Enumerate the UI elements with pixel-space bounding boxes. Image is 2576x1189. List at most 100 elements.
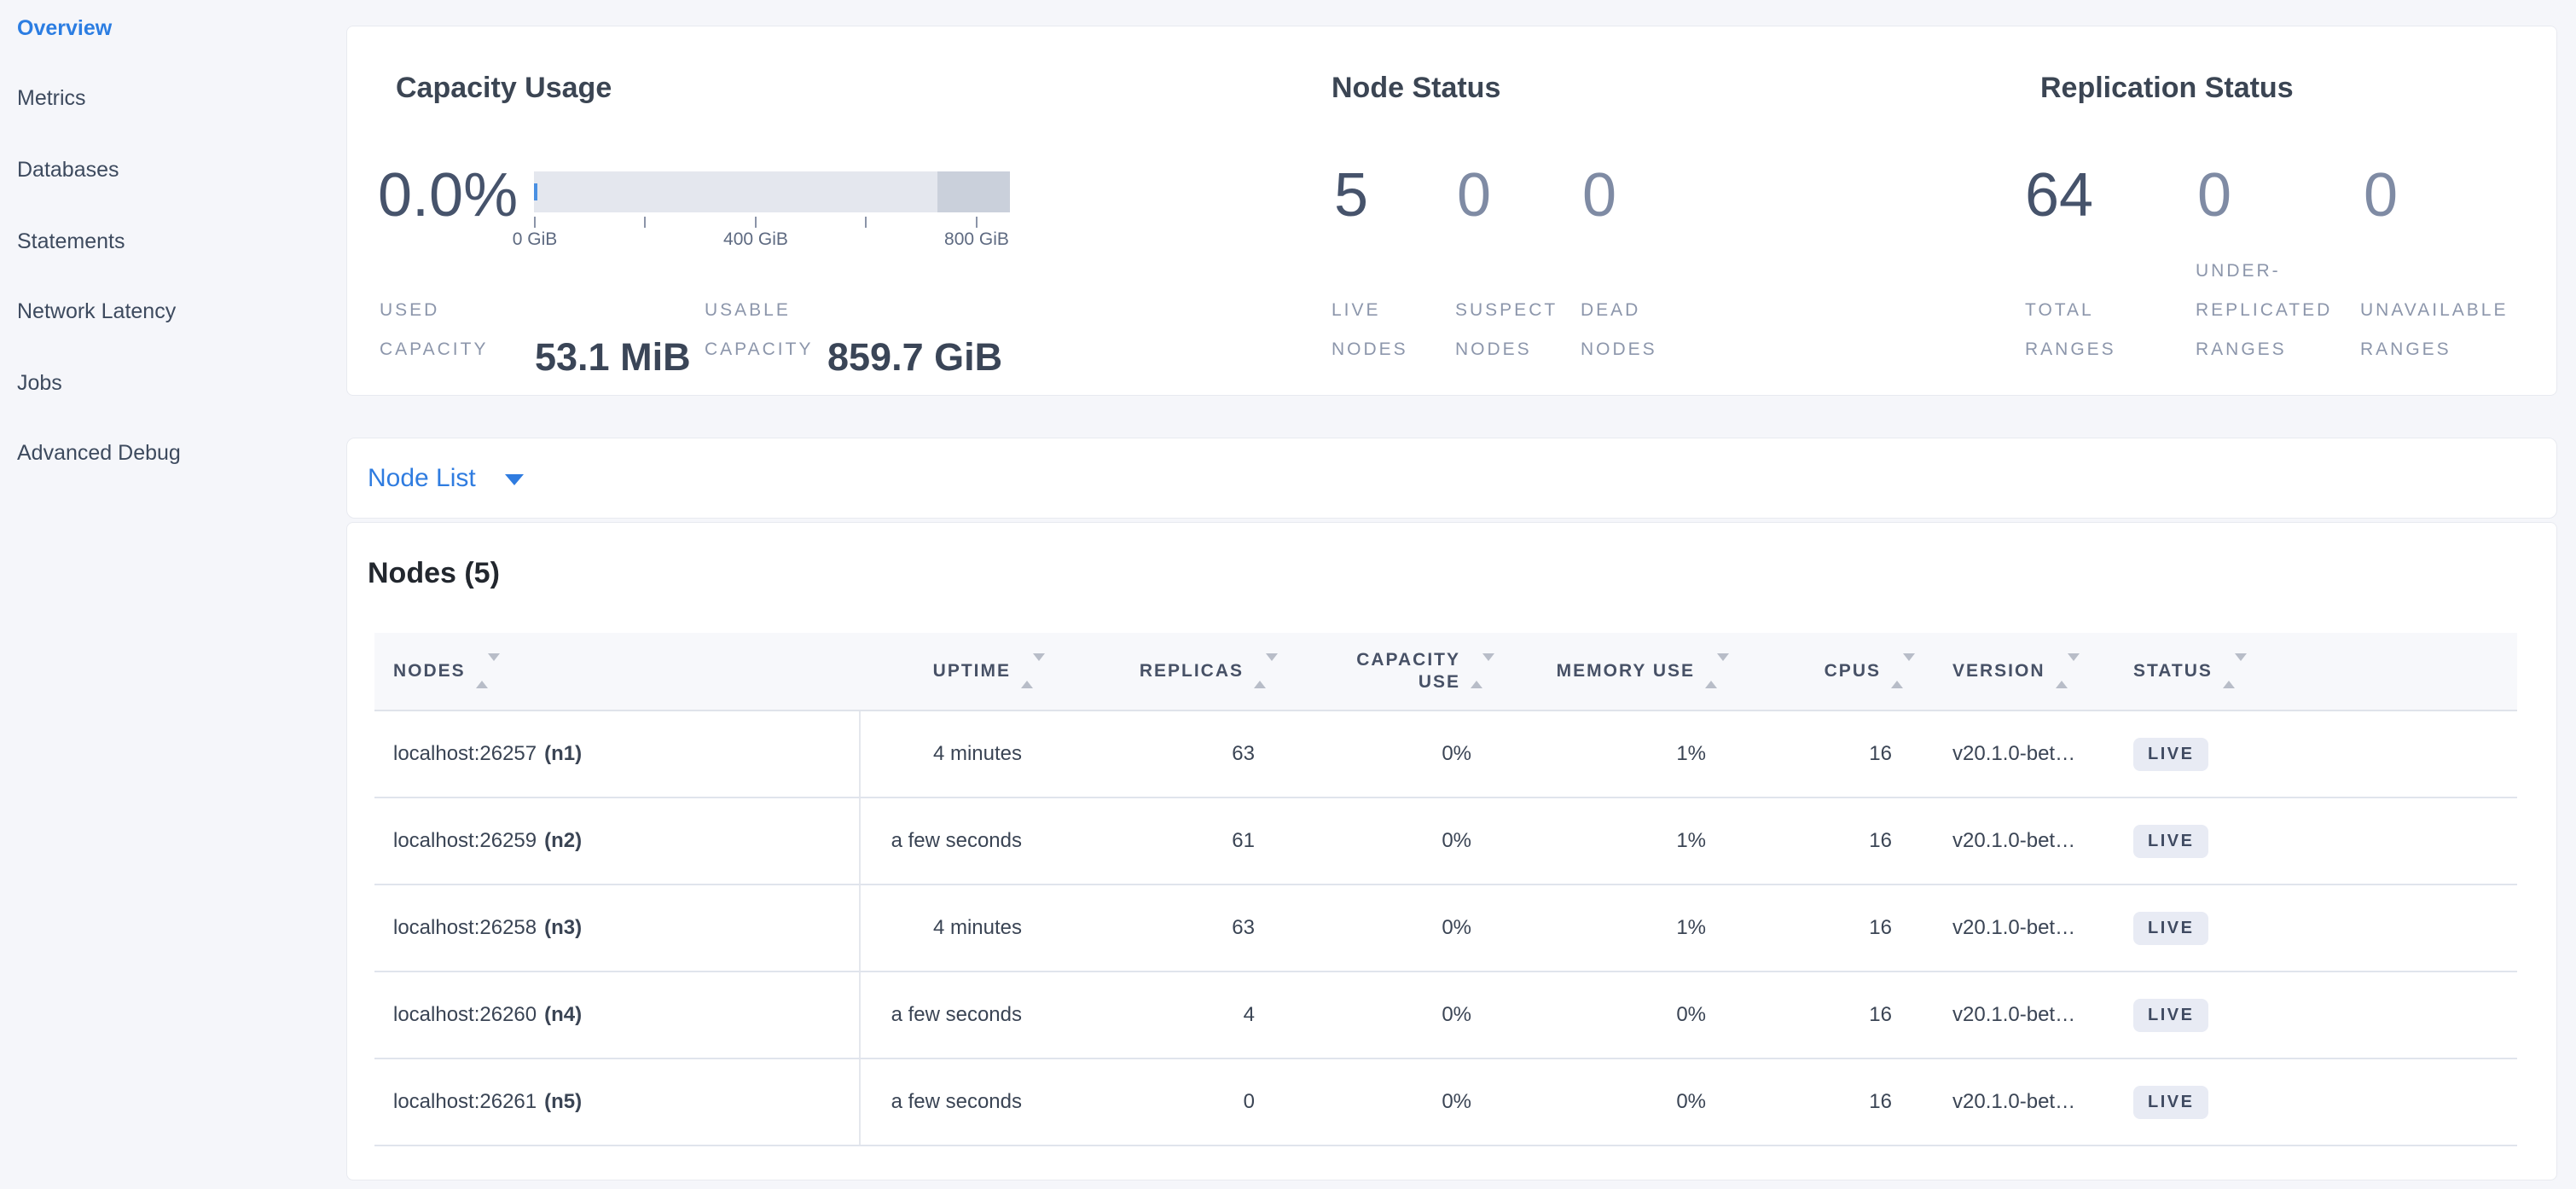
- sidebar-item-network-latency[interactable]: Network Latency: [17, 299, 177, 323]
- replication-status-title: Replication Status: [2040, 72, 2294, 104]
- sort-icon: [2222, 653, 2247, 688]
- capacity-usage-title: Capacity Usage: [396, 72, 612, 104]
- node-list-dropdown-card: Node List: [346, 438, 2557, 519]
- node-list-dropdown-label: Node List: [368, 463, 476, 492]
- status-badge: LIVE: [2133, 911, 2209, 945]
- capacity-cell: 0%: [1442, 1003, 1471, 1026]
- replicas-cell: 63: [1232, 742, 1255, 765]
- cpus-cell: 16: [1869, 916, 1892, 939]
- suspect-nodes-label: SUSPECT NODES: [1455, 300, 1558, 359]
- gauge-label-800: 800 GiB: [944, 229, 1009, 249]
- capacity-gauge-used-marker: [534, 183, 537, 200]
- sidebar-item-metrics[interactable]: Metrics: [17, 86, 86, 110]
- version-cell: v20.1.0-bet…: [1952, 1003, 2076, 1026]
- capacity-cell: 0%: [1442, 1090, 1471, 1113]
- capacity-cell: 0%: [1442, 829, 1471, 852]
- uptime-cell: a few seconds: [891, 1090, 1022, 1113]
- uptime-cell: 4 minutes: [932, 742, 1022, 765]
- unavailable-ranges-count: 0: [2364, 161, 2399, 229]
- gauge-tick-400: [755, 217, 757, 228]
- memory-cell: 0%: [1676, 1003, 1706, 1026]
- total-ranges-count: 64: [2025, 161, 2094, 229]
- node-id: (n3): [544, 916, 583, 939]
- cpus-cell: 16: [1869, 1090, 1892, 1113]
- replicas-cell: 4: [1243, 1003, 1255, 1026]
- node-id: (n4): [544, 1003, 583, 1026]
- memory-cell: 0%: [1676, 1090, 1706, 1113]
- table-row-node-2[interactable]: localhost:26259 (n2) a few seconds 61 0% …: [374, 798, 2517, 885]
- usable-capacity-label: USABLE CAPACITY: [705, 300, 814, 359]
- unavailable-ranges-label: UNAVAILABLE RANGES: [2360, 300, 2509, 359]
- version-cell: v20.1.0-bet…: [1952, 1090, 2076, 1113]
- sidebar-item-databases[interactable]: Databases: [17, 158, 119, 182]
- replicas-cell: 0: [1243, 1090, 1255, 1113]
- node-address[interactable]: localhost:26261: [393, 1090, 537, 1113]
- sidebar-item-overview[interactable]: Overview: [17, 16, 113, 40]
- nodes-section-title: Nodes (5): [368, 557, 500, 589]
- node-id: (n2): [544, 829, 583, 852]
- status-badge: LIVE: [2133, 1085, 2209, 1119]
- gauge-label-0: 0 GiB: [512, 229, 558, 249]
- replicas-cell: 61: [1232, 829, 1255, 852]
- capacity-gauge-bar: [534, 171, 1010, 212]
- sidebar-item-advanced-debug[interactable]: Advanced Debug: [17, 441, 181, 465]
- table-row-node-3[interactable]: localhost:26258 (n3) 4 minutes 63 0% 1% 1…: [374, 885, 2517, 972]
- used-capacity-value: 53.1 MiB: [535, 335, 691, 379]
- node-id: (n1): [544, 742, 583, 765]
- table-row-node-5[interactable]: localhost:26261 (n5) a few seconds 0 0% 0…: [374, 1059, 2517, 1146]
- status-badge: LIVE: [2133, 998, 2209, 1032]
- node-address[interactable]: localhost:26259: [393, 829, 537, 852]
- total-ranges-label: TOTAL RANGES: [2025, 300, 2116, 359]
- column-header-status[interactable]: STATUS: [2133, 653, 2517, 688]
- suspect-nodes-count: 0: [1457, 161, 1492, 229]
- under-replicated-label: UNDER- REPLICATED RANGES: [2196, 261, 2333, 359]
- column-header-memory-use[interactable]: MEMORY USE: [1500, 653, 1734, 688]
- status-badge: LIVE: [2133, 824, 2209, 858]
- table-row-node-4[interactable]: localhost:26260 (n4) a few seconds 4 0% 0…: [374, 972, 2517, 1059]
- memory-cell: 1%: [1676, 742, 1706, 765]
- column-header-nodes[interactable]: NODES: [374, 653, 861, 688]
- gauge-label-400: 400 GiB: [723, 229, 788, 249]
- sidebar-item-statements[interactable]: Statements: [17, 229, 125, 253]
- column-header-capacity-use[interactable]: CAPACITY USE: [1283, 649, 1500, 693]
- node-list-dropdown[interactable]: Node List: [368, 464, 524, 493]
- sidebar: Overview Metrics Databases Statements Ne…: [0, 0, 346, 1189]
- sort-icon: [1705, 653, 1729, 688]
- node-status-title: Node Status: [1332, 72, 1501, 104]
- gauge-tick-800: [976, 217, 978, 228]
- nodes-table-card: Nodes (5) NODES UPTIME REPLICAS CAPACITY…: [346, 522, 2557, 1180]
- capacity-gauge-other-usage: [937, 171, 1010, 212]
- column-header-replicas[interactable]: REPLICAS: [1050, 653, 1283, 688]
- capacity-cell: 0%: [1442, 742, 1471, 765]
- sort-icon: [1891, 653, 1915, 688]
- node-address[interactable]: localhost:26257: [393, 742, 537, 765]
- column-header-uptime[interactable]: UPTIME: [861, 653, 1050, 688]
- used-capacity-label: USED CAPACITY: [380, 300, 489, 359]
- gauge-tick-600: [865, 217, 867, 228]
- cpus-cell: 16: [1869, 1003, 1892, 1026]
- memory-cell: 1%: [1676, 916, 1706, 939]
- status-badge: LIVE: [2133, 737, 2209, 771]
- column-header-version[interactable]: VERSION: [1920, 653, 2133, 688]
- cpus-cell: 16: [1869, 829, 1892, 852]
- node-address[interactable]: localhost:26260: [393, 1003, 537, 1026]
- nodes-table: NODES UPTIME REPLICAS CAPACITY USE MEMORY…: [374, 633, 2517, 1146]
- cluster-summary-card: Capacity Usage 0.0% 0 GiB 400 GiB 800 Gi…: [346, 26, 2557, 396]
- replicas-cell: 63: [1232, 916, 1255, 939]
- column-header-cpus[interactable]: CPUS: [1734, 653, 1920, 688]
- sort-icon: [1254, 653, 1278, 688]
- cpus-cell: 16: [1869, 742, 1892, 765]
- node-id: (n5): [544, 1090, 583, 1113]
- table-row-node-1[interactable]: localhost:26257 (n1) 4 minutes 63 0% 1% 1…: [374, 711, 2517, 798]
- sort-icon: [475, 653, 500, 688]
- node-address[interactable]: localhost:26258: [393, 916, 537, 939]
- uptime-cell: 4 minutes: [932, 916, 1022, 939]
- table-header-row: NODES UPTIME REPLICAS CAPACITY USE MEMORY…: [374, 633, 2517, 711]
- dead-nodes-count: 0: [1582, 161, 1617, 229]
- uptime-cell: a few seconds: [891, 829, 1022, 852]
- live-nodes-count: 5: [1334, 161, 1369, 229]
- version-cell: v20.1.0-bet…: [1952, 742, 2076, 765]
- uptime-cell: a few seconds: [891, 1003, 1022, 1026]
- sidebar-item-jobs[interactable]: Jobs: [17, 371, 62, 395]
- sort-icon: [2055, 653, 2080, 688]
